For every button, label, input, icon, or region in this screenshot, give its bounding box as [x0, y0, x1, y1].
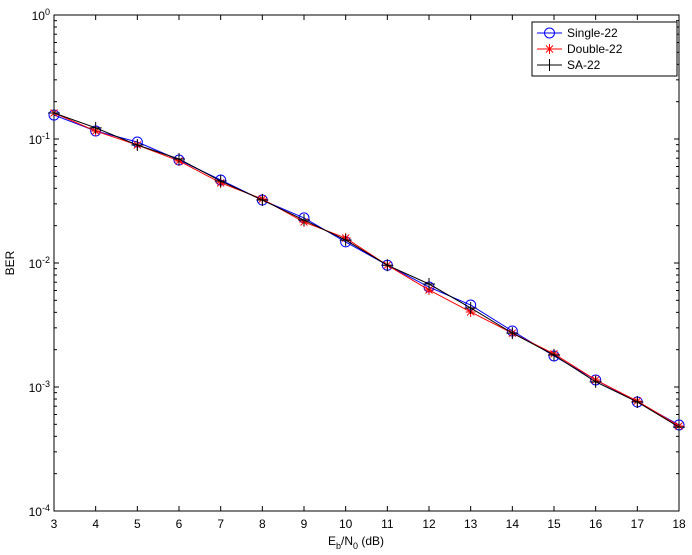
- x-tick-label: 10: [339, 517, 353, 531]
- y-tick-label: 100​: [32, 7, 50, 23]
- x-tick-label: 8: [259, 517, 266, 531]
- x-tick-label: 18: [672, 517, 686, 531]
- plot-area: [53, 14, 680, 512]
- marker: [339, 234, 352, 247]
- marker: [673, 421, 685, 434]
- marker: [381, 259, 394, 272]
- legend-label: Double-22: [567, 42, 623, 56]
- x-tick-label: 7: [217, 517, 224, 531]
- marker: [548, 349, 560, 362]
- marker: [256, 194, 269, 207]
- series-line: [53, 112, 680, 428]
- x-tick-label: 17: [631, 517, 645, 531]
- marker: [589, 375, 602, 388]
- y-tick-label: 10-2​: [29, 255, 50, 271]
- x-tick-label: 13: [464, 517, 478, 531]
- marker: [631, 395, 644, 408]
- y-tick-label: 10-3​: [29, 379, 50, 395]
- legend-marker: [543, 59, 556, 71]
- x-tick-label: 4: [92, 517, 99, 531]
- y-tick-label: 10-4​: [29, 503, 50, 519]
- marker: [131, 139, 144, 152]
- marker: [506, 327, 519, 340]
- marker: [423, 278, 435, 291]
- x-tick-label: 6: [176, 517, 183, 531]
- x-tick-label: 5: [134, 517, 141, 531]
- legend-marker: [544, 27, 555, 39]
- legend-label: Single-22: [567, 26, 618, 40]
- legend-label: SA-22: [567, 58, 601, 72]
- y-tick-label: 10-1​: [29, 131, 50, 147]
- legend-marker: [544, 44, 555, 54]
- x-tick-label: 16: [589, 517, 603, 531]
- y-axis-label: BER: [3, 250, 17, 275]
- marker: [298, 214, 310, 227]
- series-line: [53, 112, 680, 427]
- marker: [48, 107, 60, 120]
- x-tick-label: 11: [381, 517, 394, 531]
- x-tick-label: 15: [547, 517, 561, 531]
- marker: [464, 301, 477, 314]
- marker: [89, 121, 102, 134]
- x-tick-label: 14: [506, 517, 520, 531]
- x-tick-label: 3: [51, 517, 58, 531]
- marker: [214, 175, 227, 188]
- x-tick-label: 9: [301, 517, 308, 531]
- x-tick-label: 12: [422, 517, 436, 531]
- x-axis-label: Eb​/N0​ (dB): [328, 534, 384, 551]
- marker: [173, 152, 185, 165]
